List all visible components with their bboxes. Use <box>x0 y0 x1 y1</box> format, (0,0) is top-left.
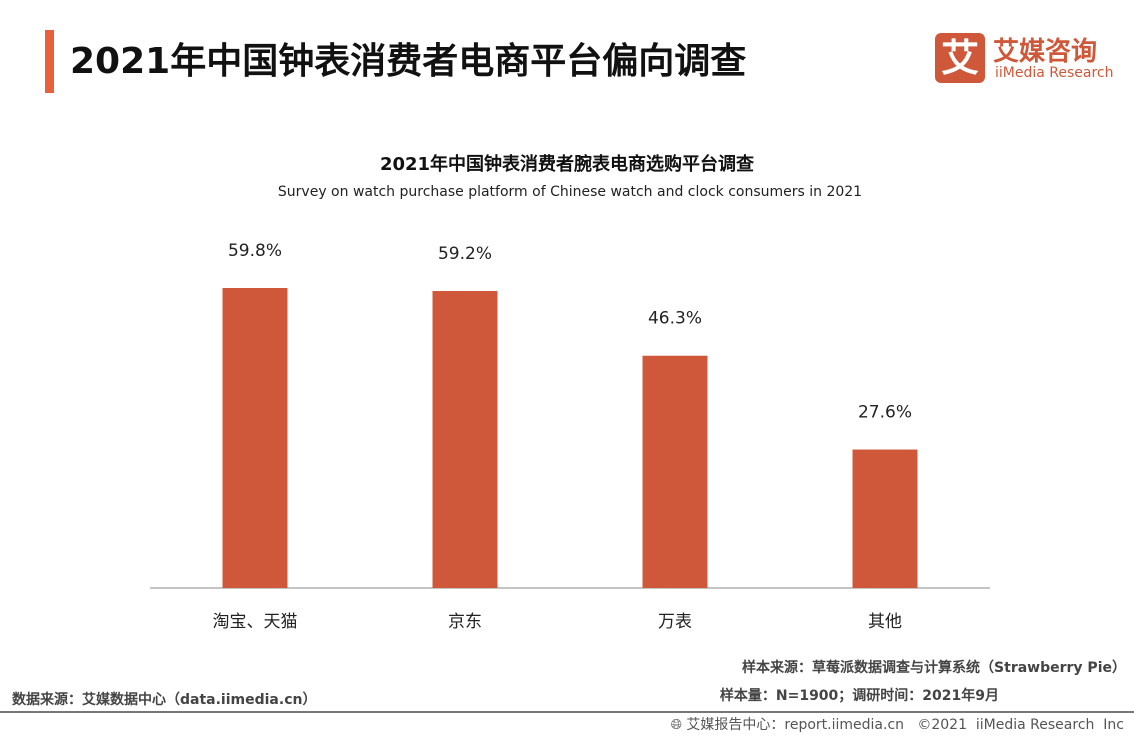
data-label: 46.3% <box>648 309 702 329</box>
globe-icon: 🌐︎ <box>670 717 687 733</box>
bar <box>852 449 918 588</box>
x-tick-label: 京东 <box>448 612 482 632</box>
data-source: 数据来源：艾媒数据中心（data.iimedia.cn） <box>12 692 317 708</box>
chart-title: 2021年中国钟表消费者腕表电商选购平台调查 <box>379 154 755 175</box>
bar <box>432 291 498 588</box>
bar <box>222 288 288 588</box>
data-label: 59.8% <box>228 241 282 261</box>
iimedia-logo: 艾 艾媒咨询 iiMedia Research <box>935 33 1115 85</box>
x-tick-label: 其他 <box>868 612 902 632</box>
sample-size: 样本量：N=1900；调研时间：2021年9月 <box>719 688 999 704</box>
title-accent-bar <box>45 30 54 93</box>
sample-source: 样本来源：草莓派数据调查与计算系统（Strawberry Pie） <box>742 660 1126 676</box>
data-label: 27.6% <box>858 403 912 423</box>
x-tick-label: 万表 <box>658 612 692 632</box>
x-tick-label: 淘宝、天猫 <box>213 612 298 632</box>
chart-subtitle: Survey on watch purchase platform of Chi… <box>277 184 863 200</box>
footer: 🌐︎ 艾媒报告中心：report.iimedia.cn ©2021 iiMedi… <box>671 714 1124 734</box>
logo-cn-text: 艾媒咨询 <box>993 37 1098 67</box>
footer-divider <box>0 711 1134 713</box>
bar <box>642 355 708 588</box>
data-label: 59.2% <box>438 244 492 264</box>
footer-text: 艾媒报告中心：report.iimedia.cn ©2021 iiMedia R… <box>686 717 1124 733</box>
logo-en-text: iiMedia Research <box>995 65 1114 81</box>
page-title: 2021年中国钟表消费者电商平台偏向调查 <box>70 41 747 82</box>
logo-mark: 艾 <box>935 33 985 83</box>
